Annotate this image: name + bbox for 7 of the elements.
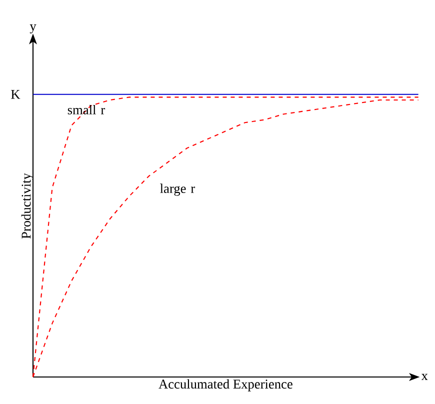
annotation: small r bbox=[68, 104, 106, 114]
x-axis-title: Acculumated Experience bbox=[158, 379, 292, 392]
text: y bbox=[30, 24, 36, 34]
y-axis-title: Productivity bbox=[21, 173, 34, 239]
text: x bbox=[421, 374, 428, 380]
annotation: large r bbox=[160, 184, 196, 196]
series-label: K bbox=[11, 90, 20, 99]
